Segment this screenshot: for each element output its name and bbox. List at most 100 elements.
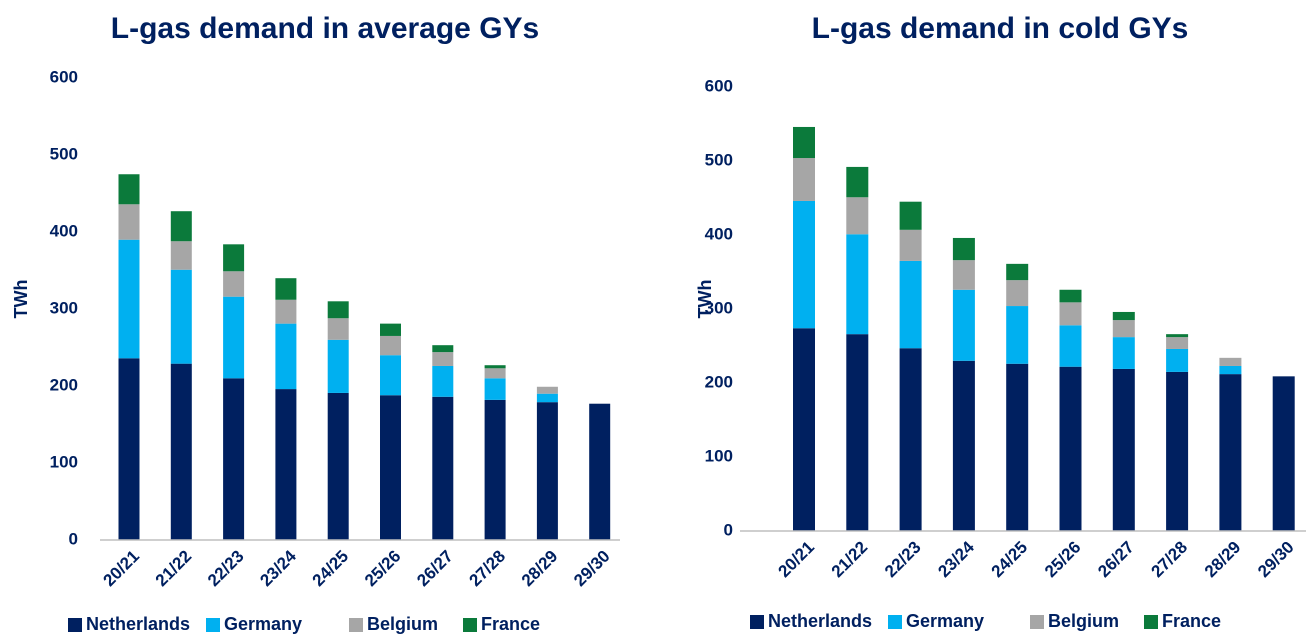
bar-segment bbox=[1112, 368, 1135, 531]
bar-segment bbox=[484, 399, 506, 540]
x-tick-label: 27/28 bbox=[1148, 538, 1192, 582]
bar-segment bbox=[118, 358, 140, 540]
bar-segment bbox=[484, 378, 506, 400]
bar-segment bbox=[484, 365, 506, 369]
x-tick-label: 21/22 bbox=[152, 547, 196, 591]
legend-label: France bbox=[481, 614, 540, 634]
legend-label: Netherlands bbox=[768, 611, 872, 631]
bar-segment bbox=[952, 360, 975, 531]
bar-segment bbox=[170, 241, 192, 270]
x-tick-label: 23/24 bbox=[256, 546, 300, 590]
bar-segment bbox=[846, 197, 869, 235]
legend-swatch bbox=[463, 618, 477, 632]
bar-segment bbox=[589, 403, 611, 540]
x-tick-label: 29/30 bbox=[1254, 538, 1298, 582]
bar-segment bbox=[1272, 376, 1295, 531]
bar-segment bbox=[170, 269, 192, 364]
bar-segment bbox=[536, 402, 558, 540]
bar-segment bbox=[380, 323, 401, 336]
legend-label: Belgium bbox=[367, 614, 438, 634]
bar-segment bbox=[793, 126, 815, 159]
bar-segment bbox=[380, 355, 401, 396]
bar-segment bbox=[327, 301, 349, 319]
bar-segment bbox=[118, 174, 140, 205]
bar-segment bbox=[1166, 348, 1189, 372]
bar-segment bbox=[1006, 263, 1029, 281]
bar-segment bbox=[952, 237, 975, 261]
bar-segment bbox=[223, 244, 245, 272]
bar-segment bbox=[1219, 357, 1242, 366]
x-tick-label: 25/26 bbox=[1041, 538, 1085, 582]
bar-segment bbox=[223, 378, 245, 540]
bar-segment bbox=[1112, 337, 1135, 369]
bar-segment bbox=[380, 395, 401, 540]
x-tick-label: 25/26 bbox=[361, 547, 405, 591]
x-tick-label: 24/25 bbox=[309, 547, 353, 591]
legend-label: Germany bbox=[906, 611, 984, 631]
bar-segment bbox=[846, 234, 869, 335]
bar-segment bbox=[223, 296, 245, 379]
y-tick-label: 100 bbox=[50, 452, 78, 471]
bar-segment bbox=[536, 386, 558, 394]
chart-title: L-gas demand in cold GYs bbox=[812, 12, 1189, 45]
bar-segment bbox=[1006, 280, 1029, 307]
bar-segment bbox=[432, 365, 454, 397]
bar-segment bbox=[275, 299, 297, 324]
y-tick-label: 0 bbox=[69, 529, 78, 548]
bar-segment bbox=[952, 260, 975, 290]
bar-segment bbox=[952, 289, 975, 361]
legend-label: Netherlands bbox=[86, 614, 190, 634]
legend-swatch bbox=[349, 618, 363, 632]
x-tick-label: 22/23 bbox=[881, 538, 925, 582]
chart-title: L-gas demand in average GYs bbox=[111, 12, 539, 45]
bar-segment bbox=[380, 335, 401, 356]
legend-label: Belgium bbox=[1048, 611, 1119, 631]
x-tick-label: 29/30 bbox=[570, 547, 614, 591]
legend-swatch bbox=[206, 618, 220, 632]
bar-segment bbox=[899, 201, 922, 230]
y-tick-label: 0 bbox=[724, 520, 733, 539]
y-tick-label: 100 bbox=[705, 446, 733, 465]
y-axis-label: TWh bbox=[11, 280, 31, 319]
bar-segment bbox=[170, 211, 192, 242]
y-tick-label: 200 bbox=[50, 375, 78, 394]
bar-segment bbox=[1059, 366, 1082, 531]
bar-segment bbox=[1006, 363, 1029, 531]
y-axis-label: TWh bbox=[695, 280, 715, 319]
x-tick-label: 24/25 bbox=[988, 538, 1032, 582]
bar-segment bbox=[432, 352, 454, 366]
x-tick-label: 22/23 bbox=[204, 547, 248, 591]
x-tick-label: 23/24 bbox=[934, 537, 978, 581]
bar-segment bbox=[1006, 306, 1029, 364]
y-tick-label: 500 bbox=[705, 150, 733, 169]
y-tick-label: 600 bbox=[50, 67, 78, 86]
legend-swatch bbox=[750, 615, 764, 629]
x-tick-label: 26/27 bbox=[413, 547, 457, 591]
bar-segment bbox=[846, 334, 869, 531]
bar-segment bbox=[1166, 334, 1189, 338]
x-tick-label: 21/22 bbox=[828, 538, 872, 582]
bar-segment bbox=[1166, 337, 1189, 349]
bar-segment bbox=[432, 396, 454, 540]
bar-segment bbox=[223, 271, 245, 297]
x-tick-label: 28/29 bbox=[1201, 538, 1245, 582]
y-tick-label: 400 bbox=[50, 221, 78, 240]
bar-segment bbox=[327, 392, 349, 540]
bar-segment bbox=[1166, 371, 1189, 531]
y-tick-label: 600 bbox=[705, 76, 733, 95]
bar-segment bbox=[484, 368, 506, 379]
bar-segment bbox=[275, 278, 297, 300]
x-tick-label: 28/29 bbox=[518, 547, 562, 591]
x-tick-label: 20/21 bbox=[99, 547, 143, 591]
legend-swatch bbox=[1030, 615, 1044, 629]
legend-swatch bbox=[888, 615, 902, 629]
bar-segment bbox=[899, 348, 922, 531]
y-tick-label: 300 bbox=[50, 298, 78, 317]
bar-segment bbox=[793, 158, 815, 201]
bar-segment bbox=[536, 393, 558, 403]
bar-segment bbox=[1112, 311, 1135, 321]
y-tick-label: 400 bbox=[705, 224, 733, 243]
legend-label: France bbox=[1162, 611, 1221, 631]
bar-segment bbox=[899, 260, 922, 349]
